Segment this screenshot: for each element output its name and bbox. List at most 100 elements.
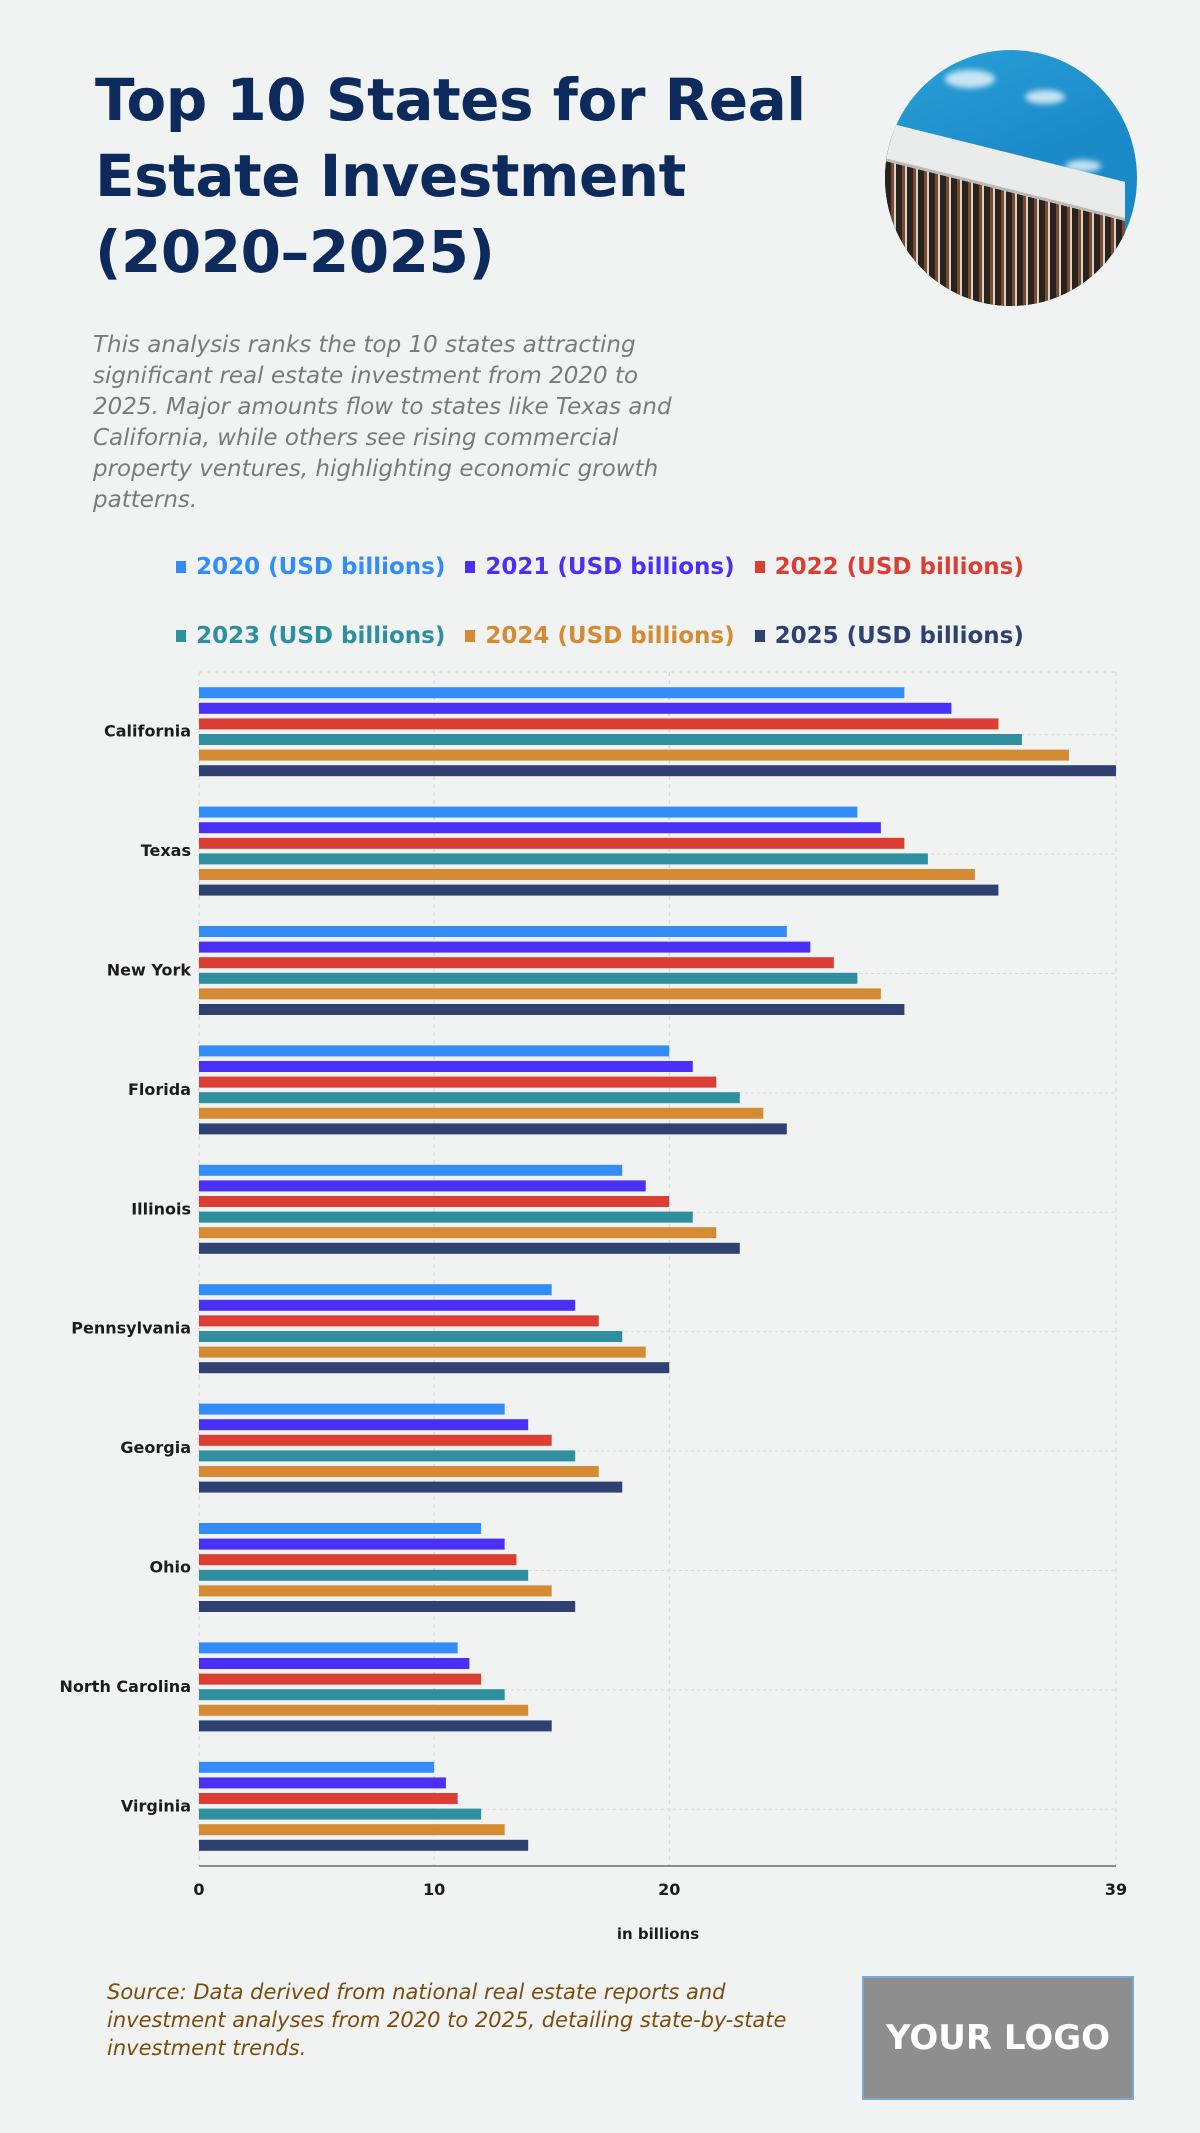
legend-item[interactable]: 2021 (USD billions) [465,554,735,580]
legend-item[interactable]: 2023 (USD billions) [176,623,445,649]
bar-texas-2021 [199,822,881,834]
legend-item[interactable]: 2022 (USD billions) [754,554,1024,580]
bar-georgia-2022 [199,1434,552,1446]
bar-california-2020 [199,687,905,699]
bar-texas-2025 [199,884,999,896]
legend-swatch-icon [465,561,476,573]
bar-georgia-2023 [199,1450,576,1462]
bar-pennsylvania-2025 [199,1362,670,1374]
bar-pennsylvania-2022 [199,1315,599,1327]
bar-california-2025 [199,765,1116,777]
x-axis-title: in billions [617,1925,699,1943]
category-label: Virginia [121,1796,191,1815]
category-label: Pennsylvania [71,1319,191,1338]
source-note: Source: Data derived from national real … [107,1980,787,2060]
x-tick-label: 10 [423,1880,445,1899]
legend-item[interactable]: 2024 (USD billions) [465,623,735,649]
cloud-decoration [1025,90,1065,104]
bar-georgia-2025 [199,1481,623,1493]
bar-pennsylvania-2021 [199,1299,576,1311]
building-photo [885,50,1137,306]
legend-row-1: 2020 (USD billions) 2021 (USD billions) 20… [0,554,1200,580]
legend-label: 2025 (USD billions) [774,623,1024,649]
legend-swatch-icon [176,561,187,573]
legend-label: 2023 (USD billions) [196,623,446,649]
bar-florida-2024 [199,1107,764,1119]
bar-ohio-2024 [199,1585,552,1597]
bar-ohio-2022 [199,1554,517,1566]
bar-florida-2025 [199,1123,787,1135]
bar-north-carolina-2022 [199,1673,482,1685]
bar-virginia-2025 [199,1839,529,1851]
bar-california-2021 [199,702,952,714]
bar-north-carolina-2023 [199,1689,505,1701]
bar-florida-2020 [199,1045,670,1057]
bar-new-york-2025 [199,1004,905,1015]
bar-north-carolina-2020 [199,1642,458,1654]
bar-ohio-2025 [199,1601,576,1612]
logo-placeholder: YOUR LOGO [862,1976,1134,2100]
category-label: California [104,722,191,741]
bar-georgia-2020 [199,1403,505,1415]
legend-label: 2022 (USD billions) [774,554,1024,580]
category-label: Florida [128,1080,191,1099]
bar-texas-2023 [199,853,928,865]
bar-illinois-2025 [199,1242,740,1254]
legend-row-2: 2023 (USD billions) 2024 (USD billions) 20… [0,623,1200,649]
bar-texas-2024 [199,869,975,880]
legend-swatch-icon [754,630,765,642]
bar-illinois-2020 [199,1164,623,1176]
bar-georgia-2024 [199,1466,599,1477]
bar-virginia-2020 [199,1761,435,1773]
bar-virginia-2023 [199,1808,482,1820]
bar-ohio-2023 [199,1569,529,1581]
bar-virginia-2021 [199,1777,446,1789]
category-label: North Carolina [60,1677,191,1696]
bar-california-2023 [199,734,1022,745]
bar-new-york-2020 [199,926,787,937]
category-label: Ohio [150,1558,191,1577]
bar-north-carolina-2025 [199,1720,552,1732]
bar-california-2024 [199,749,1069,761]
bar-texas-2020 [199,806,858,818]
bar-new-york-2024 [199,988,881,1000]
description: This analysis ranks the top 10 states at… [93,332,672,513]
x-tick-label: 20 [658,1880,680,1899]
legend-swatch-icon [465,630,476,642]
bar-florida-2022 [199,1076,717,1088]
bar-california-2022 [199,718,999,730]
bar-ohio-2020 [199,1523,482,1534]
bar-georgia-2021 [199,1419,529,1431]
bar-north-carolina-2024 [199,1704,529,1716]
bar-ohio-2021 [199,1538,505,1550]
bar-new-york-2021 [199,941,811,953]
bar-florida-2021 [199,1061,693,1072]
legend-label: 2021 (USD billions) [485,554,735,580]
legend-swatch-icon [176,630,187,642]
bar-north-carolina-2021 [199,1658,470,1669]
x-tick-label: 0 [193,1880,204,1899]
bar-illinois-2022 [199,1196,670,1207]
legend-item[interactable]: 2020 (USD billions) [176,554,445,580]
legend-item[interactable]: 2025 (USD billions) [754,623,1024,649]
cloud-decoration [945,70,995,88]
bar-chart: California Texas New York Florida Illinois Pe… [60,671,1127,1943]
legend-swatch-icon [754,561,765,573]
bar-new-york-2022 [199,957,834,969]
bar-texas-2022 [199,837,905,849]
x-tick-label: 39 [1105,1880,1127,1899]
category-label: Illinois [131,1199,191,1218]
bar-illinois-2024 [199,1227,717,1239]
bar-illinois-2021 [199,1180,646,1192]
bar-new-york-2023 [199,972,858,984]
legend-label: 2020 (USD billions) [196,554,446,580]
bar-florida-2023 [199,1092,740,1104]
bar-pennsylvania-2023 [199,1331,623,1342]
legend-label: 2024 (USD billions) [485,623,735,649]
bar-virginia-2022 [199,1793,458,1804]
category-label: Texas [141,841,191,860]
category-label: New York [107,961,192,980]
bar-pennsylvania-2020 [199,1284,552,1296]
category-label: Georgia [120,1438,191,1457]
page-title: Top 10 States for Real Estate Investment… [95,66,806,286]
